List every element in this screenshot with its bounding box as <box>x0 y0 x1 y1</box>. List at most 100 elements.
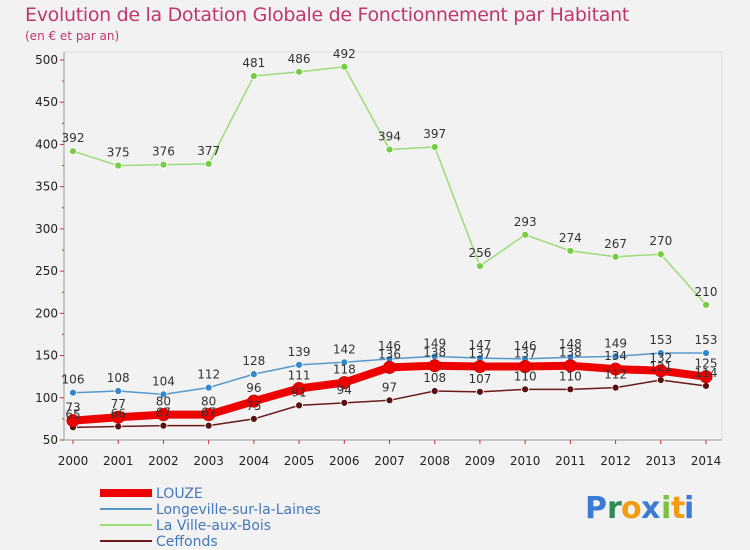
data-point <box>247 394 261 408</box>
data-label: 481 <box>242 56 265 70</box>
logo-letter: x <box>641 491 660 526</box>
data-point <box>295 67 303 76</box>
data-point <box>249 370 258 379</box>
data-label: 111 <box>288 368 311 382</box>
chart-subtitle: (en € et par an) <box>25 29 120 43</box>
data-label: 112 <box>197 368 220 382</box>
data-label: 210 <box>695 285 718 299</box>
data-label: 107 <box>468 372 491 386</box>
data-label: 137 <box>514 347 537 361</box>
data-label: 97 <box>382 380 397 394</box>
legend-label: Ceffonds <box>156 534 218 550</box>
data-point <box>518 360 532 374</box>
data-label: 67 <box>156 406 171 420</box>
data-label: 106 <box>62 373 85 387</box>
x-tick-label: 2005 <box>284 454 315 468</box>
data-label: 375 <box>107 146 130 160</box>
data-label: 397 <box>423 127 446 141</box>
data-point <box>521 385 530 394</box>
logo-letter: i <box>661 491 671 526</box>
data-point <box>699 370 713 384</box>
data-point <box>340 62 349 71</box>
x-tick-label: 2006 <box>329 454 360 468</box>
data-label: 377 <box>197 144 220 158</box>
data-point <box>114 161 123 170</box>
x-tick-label: 2002 <box>148 454 179 468</box>
data-label: 146 <box>378 339 401 353</box>
data-label: 138 <box>559 346 582 360</box>
data-label: 149 <box>423 336 446 350</box>
series-la-ville-aux-bois <box>69 62 710 309</box>
data-label: 132 <box>649 351 672 365</box>
x-tick-label: 2000 <box>58 454 89 468</box>
logo-letter: r <box>607 491 622 526</box>
data-point <box>611 352 620 361</box>
y-tick-label: 500 <box>35 53 58 67</box>
data-label: 118 <box>333 363 356 377</box>
data-point <box>656 250 665 259</box>
data-label: 125 <box>695 357 718 371</box>
x-tick-label: 2003 <box>193 454 224 468</box>
y-tick-label: 150 <box>35 349 58 363</box>
data-label: 108 <box>423 371 446 385</box>
data-point <box>202 408 216 422</box>
data-point <box>111 410 125 424</box>
data-point <box>66 414 80 428</box>
data-point <box>383 360 396 374</box>
legend-label: La Ville-aux-Bois <box>156 518 271 534</box>
data-label: 138 <box>423 346 446 360</box>
data-label: 274 <box>559 231 582 245</box>
data-label: 108 <box>107 371 130 385</box>
data-point <box>702 300 710 309</box>
data-label: 128 <box>242 354 265 368</box>
data-point <box>428 359 442 373</box>
data-label: 75 <box>246 399 261 413</box>
data-point <box>156 408 170 422</box>
x-tick-label: 2014 <box>691 454 722 468</box>
x-tick-label: 2012 <box>600 454 631 468</box>
x-tick-label: 2007 <box>374 454 405 468</box>
data-point <box>702 349 710 357</box>
data-label: 293 <box>514 215 537 229</box>
data-label: 149 <box>604 336 627 350</box>
data-point <box>295 360 303 369</box>
data-label: 80 <box>201 395 216 409</box>
x-tick-label: 2008 <box>419 454 450 468</box>
data-label: 73 <box>65 401 80 415</box>
data-point <box>702 382 710 390</box>
labels-ceffonds: 65 66 67 67 75 91 94 97 108 107 110 110 112 121 114 <box>65 360 717 421</box>
data-point <box>430 143 439 151</box>
y-tick-label: 300 <box>35 222 58 236</box>
data-point <box>656 376 665 384</box>
data-label: 80 <box>156 395 171 409</box>
y-tick-label: 250 <box>35 264 58 278</box>
data-point <box>114 422 123 431</box>
logo-letter: o <box>621 491 642 526</box>
data-label: 153 <box>649 333 672 347</box>
data-point <box>476 387 484 396</box>
data-label: 492 <box>333 47 356 61</box>
data-label: 267 <box>604 237 627 251</box>
data-label: 270 <box>649 234 672 248</box>
data-point <box>430 387 439 395</box>
y-tick-label: 100 <box>35 391 58 405</box>
data-point <box>654 364 668 378</box>
data-point <box>295 401 303 410</box>
logo-letter: t <box>671 491 685 526</box>
legend-label: LOUZE <box>156 486 203 502</box>
data-label: 136 <box>378 347 401 361</box>
x-tick-label: 2011 <box>555 454 586 468</box>
legend-item-ceffonds: Ceffonds <box>100 534 218 550</box>
data-point <box>340 398 349 407</box>
y-tick-label: 400 <box>35 137 58 151</box>
data-label: 146 <box>514 339 537 353</box>
data-point <box>249 414 258 423</box>
data-point <box>340 358 349 367</box>
data-point <box>204 159 213 168</box>
data-point <box>114 387 123 395</box>
series-line <box>72 66 707 306</box>
legend-label: Longeville-sur-la-Laines <box>156 502 321 518</box>
